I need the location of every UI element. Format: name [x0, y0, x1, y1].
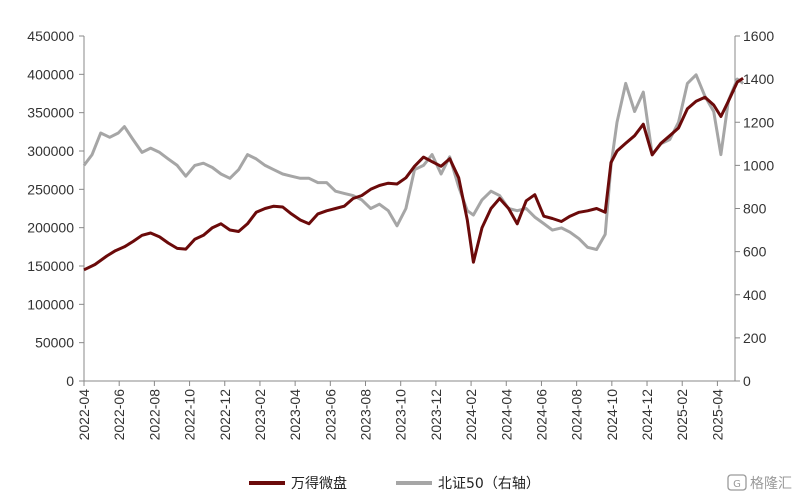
y-right-tick-label: 400 [743, 287, 767, 303]
legend-label: 万得微盘 [291, 475, 347, 492]
series-line-wind-microcap [83, 76, 744, 272]
x-tick-label: 2022-08 [146, 389, 162, 441]
x-tick-label: 2023-02 [252, 389, 268, 441]
y-right-tick-label: 1400 [743, 71, 774, 87]
y-left-tick-label: 400000 [27, 66, 74, 82]
watermark: G 格隆汇 [727, 474, 792, 492]
x-tick-label: 2023-10 [393, 389, 409, 441]
y-left-tick-label: 200000 [27, 220, 74, 236]
x-tick-label: 2024-02 [463, 389, 479, 441]
x-tick-label: 2022-04 [76, 389, 92, 441]
y-left-tick-label: 250000 [27, 181, 74, 197]
y-right-tick-label: 200 [743, 330, 767, 346]
y-left-tick-label: 350000 [27, 105, 74, 121]
x-tick-label: 2025-04 [709, 389, 725, 441]
y-left-tick-label: 100000 [27, 296, 74, 312]
x-tick-label: 2024-08 [569, 389, 585, 441]
chart-axes [83, 36, 736, 382]
y-right-tick-label: 1600 [743, 28, 774, 44]
legend-label: 北证50（右轴） [438, 476, 540, 492]
series-line-beizheng50 [82, 73, 744, 251]
x-tick-label: 2023-04 [287, 389, 303, 441]
x-tick-label: 2022-10 [182, 389, 198, 441]
x-tick-label: 2024-12 [639, 389, 655, 441]
watermark-text: 格隆汇 [750, 476, 792, 492]
x-tick-label: 2025-02 [674, 389, 690, 441]
y-left-tick-label: 300000 [27, 143, 74, 159]
y-right-tick-label: 1000 [743, 157, 774, 173]
x-tick-label: 2023-12 [428, 389, 444, 441]
y-right-tick-label: 0 [743, 373, 751, 389]
chart-ticks: 0 50000 100000 150000 200000 250000 300000 3500… [27, 28, 774, 440]
x-tick-label: 2024-10 [604, 389, 620, 441]
chart-legend: 万得微盘 北证50（右轴） [249, 475, 540, 492]
x-tick-label: 2022-12 [217, 389, 233, 441]
y-left-tick-label: 50000 [35, 335, 74, 351]
y-right-tick-label: 1200 [743, 114, 774, 130]
y-left-tick-label: 150000 [27, 258, 74, 274]
x-tick-label: 2023-08 [358, 389, 374, 441]
y-right-tick-label: 800 [743, 201, 767, 217]
y-left-tick-label: 0 [66, 373, 74, 389]
y-right-tick-label: 600 [743, 244, 767, 260]
chart-series [82, 73, 744, 272]
x-tick-label: 2022-06 [111, 389, 127, 441]
x-tick-label: 2024-04 [498, 389, 514, 441]
watermark-logo-glyph: G [733, 479, 741, 490]
y-left-tick-label: 450000 [27, 28, 74, 44]
x-tick-label: 2023-06 [322, 389, 338, 441]
x-tick-label: 2024-06 [533, 389, 549, 441]
watermark-logo-icon [727, 474, 747, 491]
